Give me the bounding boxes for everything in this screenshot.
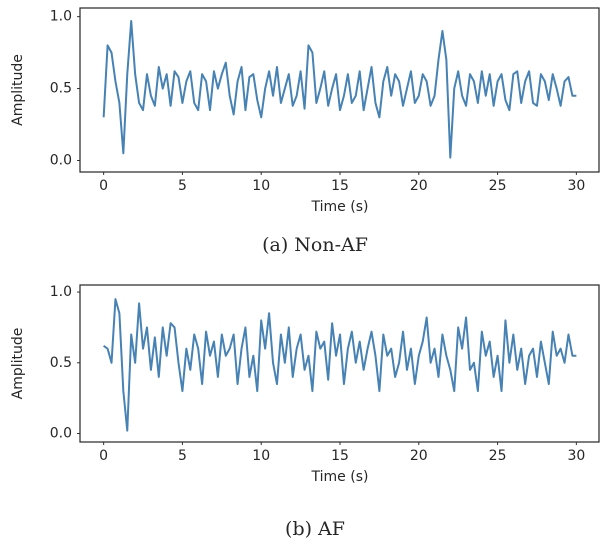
x-tick-label: 30 — [567, 178, 585, 194]
caption: (b) AF — [285, 518, 345, 540]
x-tick-label: 10 — [252, 448, 270, 464]
y-axis-label: Amplitude — [10, 328, 26, 400]
x-tick-label: 30 — [567, 448, 585, 464]
x-tick-label: 25 — [489, 178, 507, 194]
y-tick-label: 0.0 — [50, 426, 72, 442]
axes-frame — [79, 7, 600, 173]
signal-line — [102, 19, 577, 159]
x-axis-label: Time (s) — [311, 469, 369, 485]
y-tick-label: 1.0 — [50, 9, 72, 25]
x-tick-label: 0 — [99, 448, 108, 464]
y-tick-label: 0.5 — [50, 81, 72, 97]
x-tick-label: 15 — [331, 178, 349, 194]
y-tick-label: 0.5 — [50, 355, 72, 371]
x-tick-label: 10 — [252, 178, 270, 194]
y-tick-label: 1.0 — [50, 284, 72, 300]
x-tick-label: 25 — [489, 448, 507, 464]
signal-line — [103, 298, 577, 432]
x-tick-label: 5 — [178, 178, 187, 194]
y-tick-label: 0.0 — [50, 152, 72, 168]
x-tick-label: 5 — [178, 448, 187, 464]
axes-frame — [79, 284, 600, 443]
y-axis-label: Amplitude — [10, 54, 26, 126]
x-tick-label: 20 — [410, 448, 428, 464]
x-tick-label: 0 — [99, 178, 108, 194]
x-tick-label: 20 — [410, 178, 428, 194]
x-tick-label: 15 — [331, 448, 349, 464]
caption: (a) Non-AF — [262, 234, 368, 256]
x-axis-label: Time (s) — [311, 199, 369, 215]
